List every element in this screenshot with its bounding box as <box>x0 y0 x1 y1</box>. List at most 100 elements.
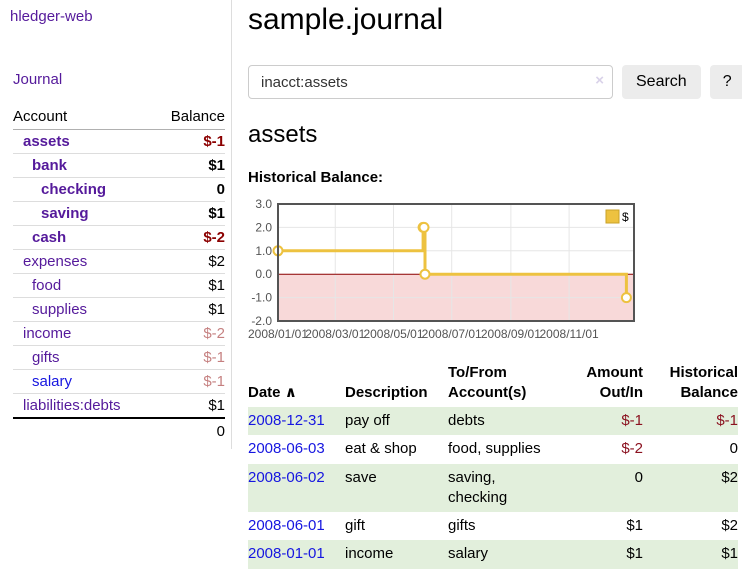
date-link[interactable]: 2008-01-01 <box>248 545 325 563</box>
register-amount: 0 <box>634 468 643 486</box>
register-row: 2008-06-02 save saving, checking 0 $2 <box>248 463 738 512</box>
y-tick-label: 2.0 <box>255 220 272 234</box>
account-row: saving $1 <box>13 201 225 226</box>
account-row: expenses $2 <box>13 249 225 274</box>
x-tick-label: 2008/03/01 <box>305 327 365 341</box>
register-amount: $1 <box>626 517 643 534</box>
search-input[interactable] <box>248 65 613 99</box>
account-balance: $-1 <box>153 369 225 394</box>
account-link[interactable]: saving <box>41 205 89 222</box>
sidebar-item-journal[interactable]: Journal <box>13 71 63 88</box>
register-balance: $1 <box>721 545 738 563</box>
account-link[interactable]: assets <box>23 133 70 150</box>
register-row: 2008-01-01 income salary $1 $1 <box>248 540 738 569</box>
sidebar: hledger-web Journal Account Balance asse… <box>0 0 232 449</box>
register-accounts: saving, checking <box>448 468 508 506</box>
app-brand-link[interactable]: hledger-web <box>10 8 93 25</box>
chart-title: Historical Balance: <box>248 169 384 186</box>
account-balance: 0 <box>153 177 225 202</box>
account-row: cash $-2 <box>13 225 225 250</box>
y-tick-label: 0.0 <box>255 267 272 281</box>
register-description: gift <box>345 517 366 534</box>
sort-asc-icon: ∧ <box>284 383 297 401</box>
register-header-balance: Historical Balance <box>669 364 738 401</box>
account-row: income $-2 <box>13 321 225 346</box>
legend-swatch <box>605 209 620 224</box>
x-tick-label: 2008/05/01 <box>363 327 423 341</box>
account-balance: $2 <box>153 249 225 274</box>
register-row: 2008-06-01 gift gifts $1 $2 <box>248 512 738 540</box>
register-balance: $-1 <box>716 412 738 429</box>
search-input-wrap: × <box>248 65 613 99</box>
account-link[interactable]: liabilities:debts <box>23 397 121 414</box>
accounts-body: assets $-1 bank $1 checking 0 saving $1 cash $-2 e… <box>13 129 225 419</box>
account-row: assets $-1 <box>13 129 225 154</box>
account-link[interactable]: gifts <box>32 349 60 366</box>
account-row: salary $-1 <box>13 369 225 394</box>
register-accounts: food, supplies <box>448 440 541 458</box>
register-accounts: gifts <box>448 517 476 534</box>
register-description: pay off <box>345 412 390 429</box>
account-balance: $1 <box>153 273 225 298</box>
register-row: 2008-12-31 pay off debts $-1 $-1 <box>248 407 738 436</box>
accounts-header-balance: Balance <box>153 105 225 130</box>
data-point-marker <box>419 268 431 280</box>
data-point-marker <box>620 292 632 304</box>
date-link[interactable]: 2008-06-03 <box>248 440 325 458</box>
account-balance: $1 <box>153 393 225 419</box>
account-link[interactable]: supplies <box>32 301 88 318</box>
x-tick-label: 2008/11/01 <box>540 327 599 341</box>
app-root: hledger-web Journal Account Balance asse… <box>0 0 742 569</box>
account-row: bank $1 <box>13 153 225 178</box>
search-button[interactable]: Search <box>622 65 701 99</box>
account-balance: $-2 <box>153 225 225 250</box>
accounts-total-value: 0 <box>153 417 225 443</box>
register-header-date[interactable]: Date ∧ <box>248 383 297 401</box>
date-link[interactable]: 2008-06-01 <box>248 517 325 534</box>
register-amount: $-2 <box>621 440 643 458</box>
register-table: Date ∧ Description To/From Account(s) Am… <box>248 361 738 569</box>
y-tick-label: -2.0 <box>251 314 272 328</box>
account-balance: $1 <box>153 297 225 322</box>
account-balance: $-1 <box>153 345 225 370</box>
register-row: 2008-06-03 eat & shop food, supplies $-2 0 <box>248 435 738 463</box>
account-balance: $1 <box>153 153 225 178</box>
date-link[interactable]: 2008-12-31 <box>248 412 325 429</box>
account-link[interactable]: food <box>32 277 62 294</box>
account-link[interactable]: salary <box>32 373 73 390</box>
historical-balance-chart: 2008/01/012008/03/012008/05/012008/07/01… <box>248 198 635 341</box>
clear-search-icon[interactable]: × <box>595 72 604 89</box>
account-link[interactable]: bank <box>32 157 68 174</box>
y-tick-label: -1.0 <box>251 291 272 305</box>
account-link[interactable]: cash <box>32 229 67 246</box>
register-description: eat & shop <box>345 440 417 458</box>
account-row: supplies $1 <box>13 297 225 322</box>
accounts-table: Account Balance assets $-1 bank $1 checking 0… <box>13 105 225 443</box>
account-row: gifts $-1 <box>13 345 225 370</box>
accounts-header-account: Account <box>13 105 154 130</box>
search-help-button[interactable]: ? <box>709 65 742 99</box>
account-link[interactable]: expenses <box>23 253 88 270</box>
register-header-amount: Amount Out/In <box>586 364 643 401</box>
y-tick-label: 3.0 <box>255 198 272 211</box>
account-balance: $-2 <box>153 321 225 346</box>
page-title: sample.journal <box>248 3 444 36</box>
data-point-marker <box>418 221 430 233</box>
account-link[interactable]: income <box>23 325 72 342</box>
account-title: assets <box>248 121 318 148</box>
register-description: save <box>345 468 377 486</box>
register-balance: $2 <box>721 517 738 534</box>
main-content: sample.journal × Search ? assets Histori… <box>232 0 742 569</box>
register-balance: 0 <box>729 440 738 458</box>
x-tick-label: 2008/07/01 <box>422 327 482 341</box>
account-row: food $1 <box>13 273 225 298</box>
account-link[interactable]: checking <box>41 181 107 198</box>
register-accounts: salary <box>448 545 489 563</box>
register-description: income <box>345 545 394 563</box>
date-link[interactable]: 2008-06-02 <box>248 468 325 486</box>
register-accounts: debts <box>448 412 485 429</box>
register-header-description: Description <box>345 383 428 401</box>
y-tick-label: 1.0 <box>255 244 272 258</box>
register-amount: $-1 <box>621 412 643 429</box>
chart-border <box>277 203 635 322</box>
